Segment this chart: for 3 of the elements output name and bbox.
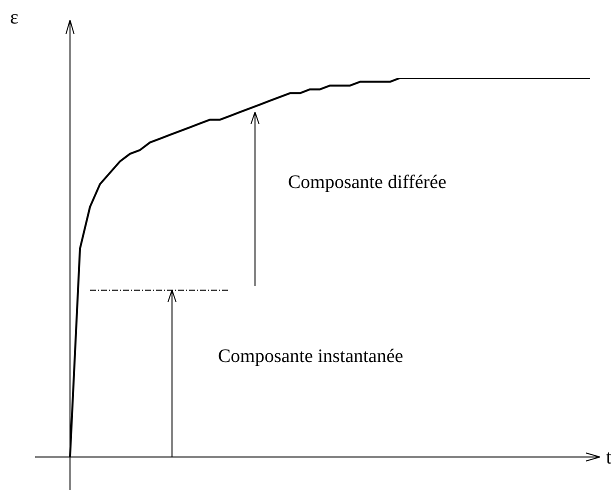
annotation: Composante différée (288, 172, 446, 193)
y-axis-title: ε (10, 6, 18, 28)
annotation: Composante instantanée (218, 346, 404, 367)
